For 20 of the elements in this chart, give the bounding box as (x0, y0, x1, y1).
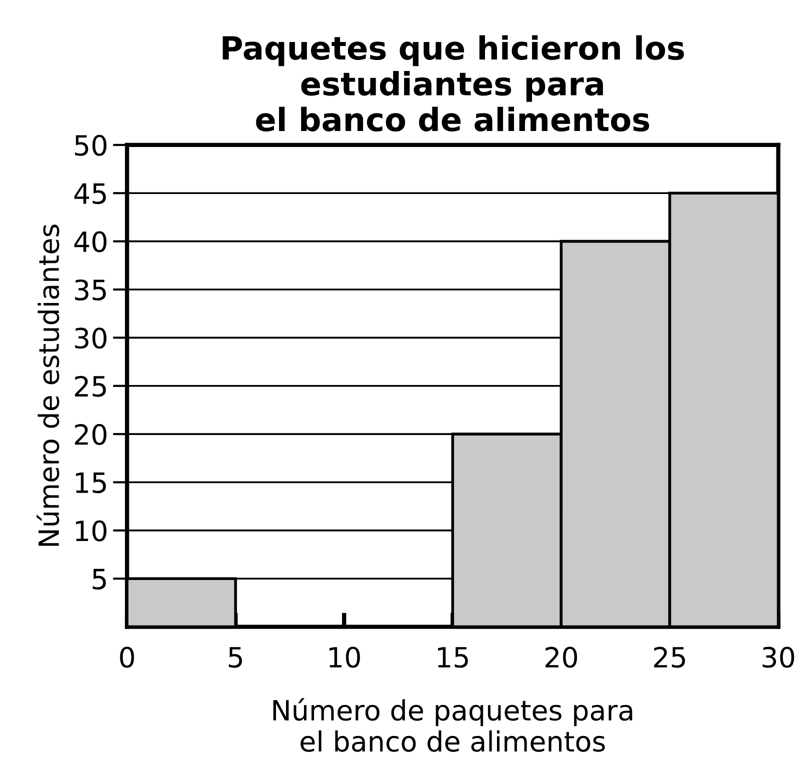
x-tick-label: 10 (329, 646, 360, 668)
y-tick-label: 35 (75, 279, 106, 300)
x-tick-label: 15 (438, 647, 468, 668)
y-tick-label: 5 (92, 568, 106, 590)
y-tick-label: 20 (74, 424, 106, 446)
y-tick-label: 30 (75, 328, 106, 349)
x-tick-label: 25 (654, 646, 685, 668)
y-tick-label: 10 (76, 520, 106, 542)
x-tick-label: 5 (228, 647, 242, 668)
x-tick-label: 30 (762, 646, 794, 668)
y-axis-title: Número de estudiantes (36, 224, 60, 546)
y-tick-label: 40 (74, 231, 106, 252)
x-tick-label: 0 (120, 646, 134, 668)
y-tick-label: 25 (74, 376, 106, 397)
chart-title: Paquetes que hicieron los estudiantes para el banco de alimentos (222, 35, 684, 132)
y-tick-label: 50 (75, 134, 106, 156)
x-tick-label: 20 (546, 646, 578, 668)
y-tick-label: 45 (74, 183, 106, 204)
y-tick-label: 15 (76, 472, 106, 494)
x-axis-title: Número de paquetes para el banco de alimentos (273, 698, 632, 752)
